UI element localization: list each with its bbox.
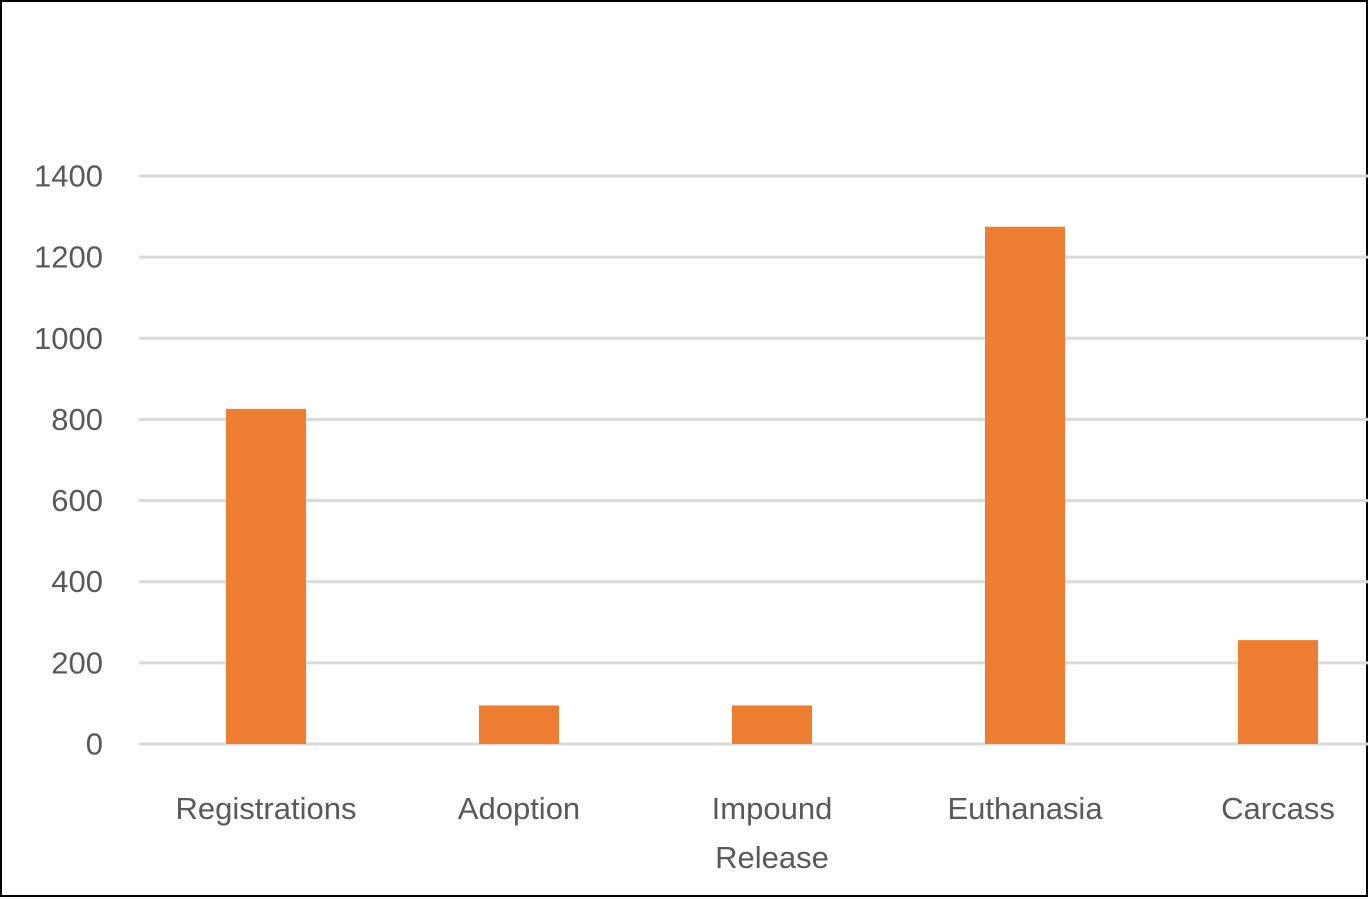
bar-2: [732, 705, 812, 744]
x-category-label-line: Euthanasia: [947, 791, 1103, 826]
y-tick-label: 600: [51, 483, 103, 518]
x-axis-labels: Registrations Adoption Impound Release Eutha…: [176, 791, 1335, 875]
x-category-label: Euthanasia: [947, 791, 1103, 826]
x-category-label: Impound Release: [712, 791, 833, 875]
x-category-label-line: Registrations: [176, 791, 357, 826]
y-axis-ticks: 0 200 400 600 800 1000 1200 1400: [34, 159, 103, 762]
y-tick-label: 1400: [34, 159, 103, 194]
x-category-label: Adoption: [458, 791, 580, 826]
bar-1: [479, 705, 559, 744]
bars: [226, 226, 1318, 744]
bar-3: [985, 226, 1065, 744]
bar-0: [226, 408, 306, 744]
x-category-label-line: Carcass: [1221, 791, 1335, 826]
y-tick-label: 400: [51, 564, 103, 599]
y-tick-label: 1200: [34, 240, 103, 275]
bar-4: [1238, 640, 1318, 744]
gridlines: [139, 174, 1368, 746]
x-category-label: Carcass: [1221, 791, 1335, 826]
y-tick-label: 200: [51, 645, 103, 680]
x-category-label-line: Adoption: [458, 791, 580, 826]
y-tick-label: 1000: [34, 321, 103, 356]
y-tick-label: 0: [86, 727, 103, 762]
x-category-label-line: Impound: [712, 791, 833, 826]
y-tick-label: 800: [51, 402, 103, 437]
x-category-label-line: Release: [715, 840, 829, 875]
x-category-label: Registrations: [176, 791, 357, 826]
